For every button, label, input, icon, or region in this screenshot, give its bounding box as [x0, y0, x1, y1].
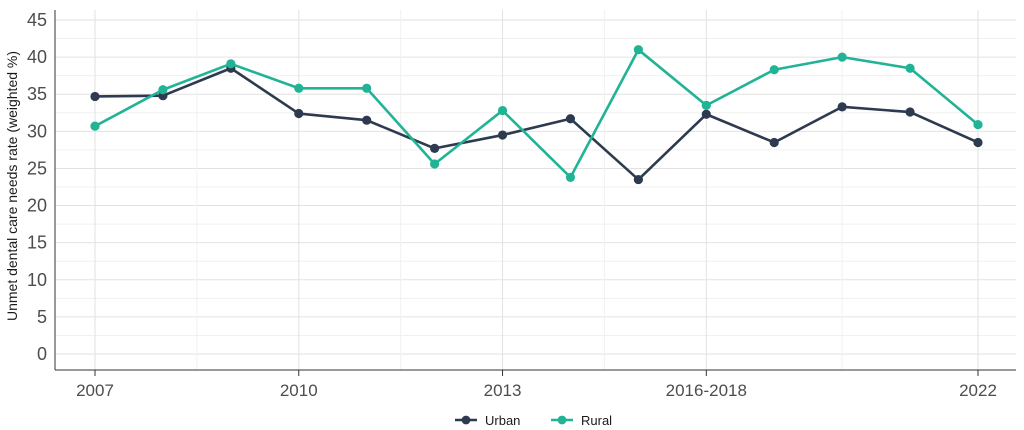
data-point-urban [565, 114, 576, 124]
data-point-urban [497, 130, 508, 140]
x-tick-label: 2013 [484, 381, 522, 400]
legend-marker-urban [461, 415, 471, 425]
x-tick-label: 2016-2018 [666, 381, 747, 400]
data-point-rural [226, 59, 236, 69]
data-point-urban [769, 137, 779, 148]
data-point-urban [90, 91, 100, 102]
x-tick-label: 2010 [280, 381, 318, 400]
y-axis-label: Unmet dental care needs rate (weighted %… [4, 51, 20, 321]
data-point-urban [701, 109, 711, 119]
data-point-rural [769, 65, 779, 75]
data-point-rural [294, 83, 304, 93]
data-point-rural [905, 63, 915, 73]
x-tick-label: 2022 [959, 381, 997, 400]
data-point-rural [633, 45, 643, 55]
y-tick-label: 0 [37, 344, 47, 364]
y-tick-label: 25 [27, 158, 47, 178]
data-point-rural [497, 105, 508, 116]
legend-marker-rural [557, 415, 567, 425]
y-tick-label: 30 [27, 121, 47, 141]
y-tick-label: 20 [27, 196, 47, 216]
y-tick-label: 5 [37, 307, 47, 327]
y-tick-label: 10 [27, 270, 47, 290]
data-point-rural [158, 85, 168, 95]
series-line-rural [94, 48, 979, 179]
axes: 0 5 10 15 20 25 30 35 40 45 2007 2010 2013 2016-2018 2… [27, 10, 1016, 400]
data-point-rural [837, 52, 847, 62]
data-point-rural [430, 159, 440, 169]
legend: Urban Rural [455, 413, 612, 428]
data-point-urban [905, 107, 915, 117]
data-point-rural [701, 100, 711, 110]
legend-label-rural: Rural [581, 413, 612, 428]
data-point-urban [837, 102, 847, 112]
y-tick-label: 15 [27, 233, 47, 253]
data-point-rural [90, 121, 100, 131]
y-tick-label: 35 [27, 84, 47, 104]
data-point-urban [633, 174, 643, 185]
y-tick-label: 45 [27, 10, 47, 30]
data-point-urban [430, 143, 440, 154]
data-point-rural [565, 172, 576, 182]
data-point-rural [362, 83, 372, 93]
data-point-urban [294, 108, 304, 119]
series-group [90, 45, 983, 185]
legend-label-urban: Urban [485, 413, 520, 428]
grid [55, 10, 1016, 370]
data-point-rural [973, 120, 983, 130]
y-tick-label: 40 [27, 47, 47, 67]
data-point-urban [973, 137, 983, 148]
x-tick-label: 2007 [76, 381, 114, 400]
series-line-urban [94, 66, 979, 181]
data-point-urban [362, 115, 372, 125]
